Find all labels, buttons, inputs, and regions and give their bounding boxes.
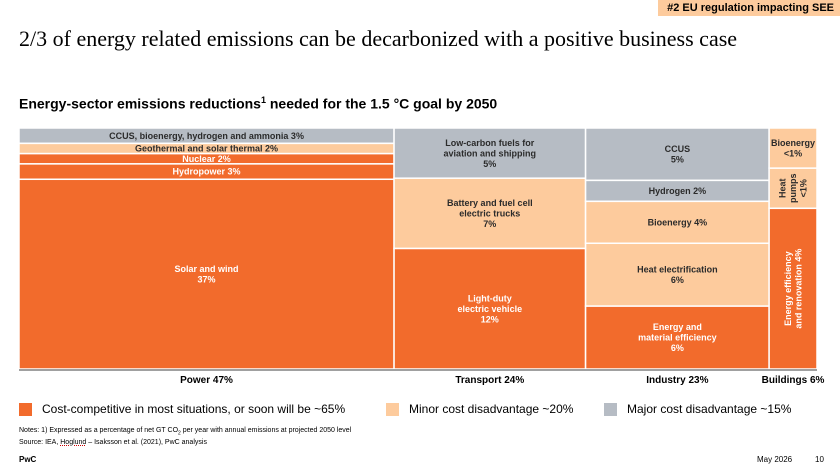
segment-buildings-6-2 xyxy=(768,207,818,370)
segment-label-power-47-4: Solar and wind 37% xyxy=(175,264,239,285)
column-label-industry-23: Industry 23% xyxy=(646,375,708,386)
page-number: 10 xyxy=(815,455,824,464)
segment-label-industry-23-0: CCUS 5% xyxy=(665,144,691,165)
segment-buildings-6-0 xyxy=(768,127,818,169)
segment-label-transport-24-2: Light-duty electric vehicle 12% xyxy=(458,293,523,324)
segment-label-industry-23-3: Heat electrification 6% xyxy=(637,265,718,286)
segment-label-buildings-6-2: Energy efficiencyand renovation 4% xyxy=(783,249,804,329)
segment-label-industry-23-2: Bioenergy 4% xyxy=(648,217,708,227)
legend-label-amber: Minor cost disadvantage ~20% xyxy=(409,402,574,416)
segment-industry-23-3 xyxy=(584,242,770,307)
segment-label-industry-23-4: Energy and material efficiency 6% xyxy=(638,322,717,353)
legend-label-gray: Major cost disadvantage ~15% xyxy=(627,402,792,416)
segment-label-industry-23-1: Hydrogen 2% xyxy=(649,186,707,196)
segment-transport-24-2 xyxy=(393,247,587,370)
segment-label-buildings-6-0: Bioenergy <1% xyxy=(771,138,815,159)
footnotes: Notes: 1) Expressed as a percentage of n… xyxy=(19,426,351,447)
segment-power-47-4 xyxy=(18,178,395,370)
source-line: Source: IEA, Hoglund – Isaksson et al. (… xyxy=(19,439,207,447)
segment-label-power-47-1: Geothermal and solar thermal 2% xyxy=(135,144,278,154)
legend-label-green: Cost-competitive in most situations, or … xyxy=(42,402,346,416)
segment-industry-23-4 xyxy=(584,305,770,370)
column-label-buildings-6: Buildings 6% xyxy=(762,375,825,386)
segment-transport-24-0 xyxy=(393,127,587,179)
segment-label-buildings-6-1: Heatpumps<1% xyxy=(778,173,809,203)
segment-label-transport-24-0: Low-carbon fuels for aviation and shippin… xyxy=(444,138,537,169)
footer-brand: PwC xyxy=(19,455,37,464)
column-label-power-47: Power 47% xyxy=(180,375,233,386)
page-title: 2/3 of energy related emissions can be d… xyxy=(19,26,738,51)
segment-label-power-47-2: Nuclear 2% xyxy=(182,154,231,164)
chart-subtitle: Energy-sector emissions reductions1 need… xyxy=(19,95,498,112)
segment-label-power-47-0: CCUS, bioenergy, hydrogen and ammonia 3% xyxy=(109,131,304,141)
segment-buildings-6-1 xyxy=(768,167,818,210)
column-label-transport-24: Transport 24% xyxy=(455,375,524,386)
note-line: Notes: 1) Expressed as a percentage of n… xyxy=(19,427,352,437)
legend-swatch-gray xyxy=(604,403,617,416)
marimekko-chart: CCUS, bioenergy, hydrogen and ammonia 3%… xyxy=(18,127,825,386)
segment-label-transport-24-1: Battery and fuel cell electric trucks 7% xyxy=(447,198,533,229)
segment-label-power-47-3: Hydropower 3% xyxy=(173,167,241,177)
section-tag: #2 EU regulation impacting SEE xyxy=(658,0,840,16)
legend-swatch-amber xyxy=(386,403,399,416)
footer-date: May 2026 xyxy=(757,455,793,464)
segment-industry-23-0 xyxy=(584,127,770,182)
segment-transport-24-1 xyxy=(393,177,587,250)
legend-swatch-green xyxy=(19,403,32,416)
